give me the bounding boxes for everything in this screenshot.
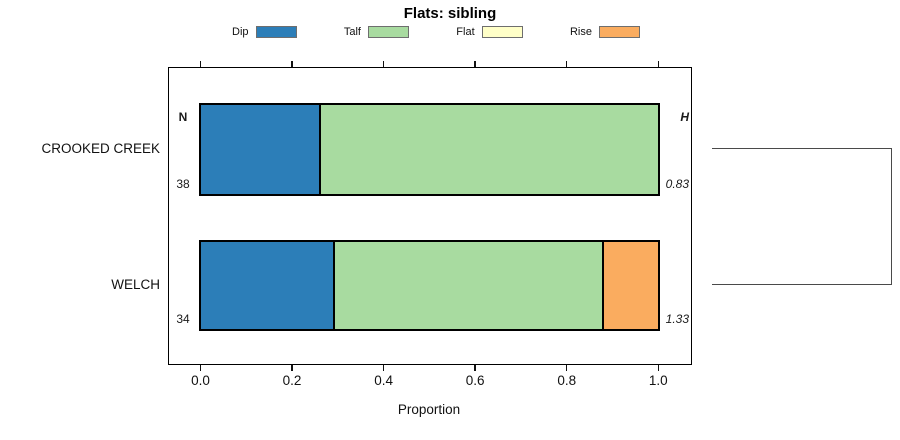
x-axis-tick-label: 0.2 [282, 373, 302, 388]
x-axis-tick-bottom [382, 365, 385, 371]
bar-segment-dip [200, 105, 321, 194]
bar-segment-talf [335, 242, 605, 329]
legend-swatch-icon [255, 25, 297, 38]
legend-label: Flat [456, 25, 475, 38]
x-axis-tick-label: 1.0 [648, 373, 668, 388]
legend-label: Rise [569, 25, 592, 38]
h-value: 1.33 [665, 312, 689, 326]
x-axis-tick-bottom [199, 365, 202, 371]
x-axis-tick-label: 0.8 [557, 373, 577, 388]
x-axis-tick-bottom [474, 365, 476, 371]
x-axis-tick-bottom [291, 365, 293, 371]
legend-item-talf: Talf [343, 25, 409, 38]
legend-swatch-icon [481, 25, 523, 38]
x-axis-tick-bottom [657, 365, 660, 371]
chart-title: Flats: sibling [403, 5, 497, 22]
x-axis-tick-top [565, 61, 568, 67]
n-value: 38 [176, 177, 190, 191]
cluster-bracket [712, 148, 892, 285]
x-axis-tick-top [199, 61, 202, 67]
stacked-bar-welch [198, 240, 661, 331]
bar-segment-rise [604, 242, 659, 329]
x-axis-tick-top [291, 61, 293, 67]
n-column-header: N [178, 110, 188, 124]
bar-segment-dip [200, 242, 336, 329]
category-label: CROOKED CREEK [41, 141, 160, 156]
legend-label: Talf [343, 25, 361, 38]
x-axis-tick-label: 0.0 [191, 373, 210, 388]
x-axis-title: Proportion [397, 402, 461, 417]
x-axis-tick-top [474, 61, 476, 67]
bar-segment-talf [320, 105, 659, 194]
legend-swatch-icon [598, 25, 640, 38]
legend-item-rise: Rise [569, 25, 640, 38]
x-axis-tick-bottom [565, 365, 568, 371]
category-label: WELCH [111, 277, 160, 292]
h-value: 0.83 [665, 177, 689, 191]
legend-swatch-icon [367, 25, 409, 38]
x-axis-tick-label: 0.6 [465, 373, 485, 388]
legend-item-flat: Flat [456, 25, 523, 38]
legend: Dip Talf Flat Rise [232, 24, 640, 39]
n-value: 34 [176, 312, 190, 326]
legend-item-dip: Dip [232, 25, 297, 38]
x-axis-tick-top [382, 61, 385, 67]
x-axis-tick-label: 0.4 [374, 373, 393, 388]
legend-label: Dip [232, 25, 249, 38]
h-column-header: H [680, 110, 689, 124]
stacked-bar-crooked-creek [198, 103, 661, 196]
x-axis-tick-top [657, 61, 660, 67]
